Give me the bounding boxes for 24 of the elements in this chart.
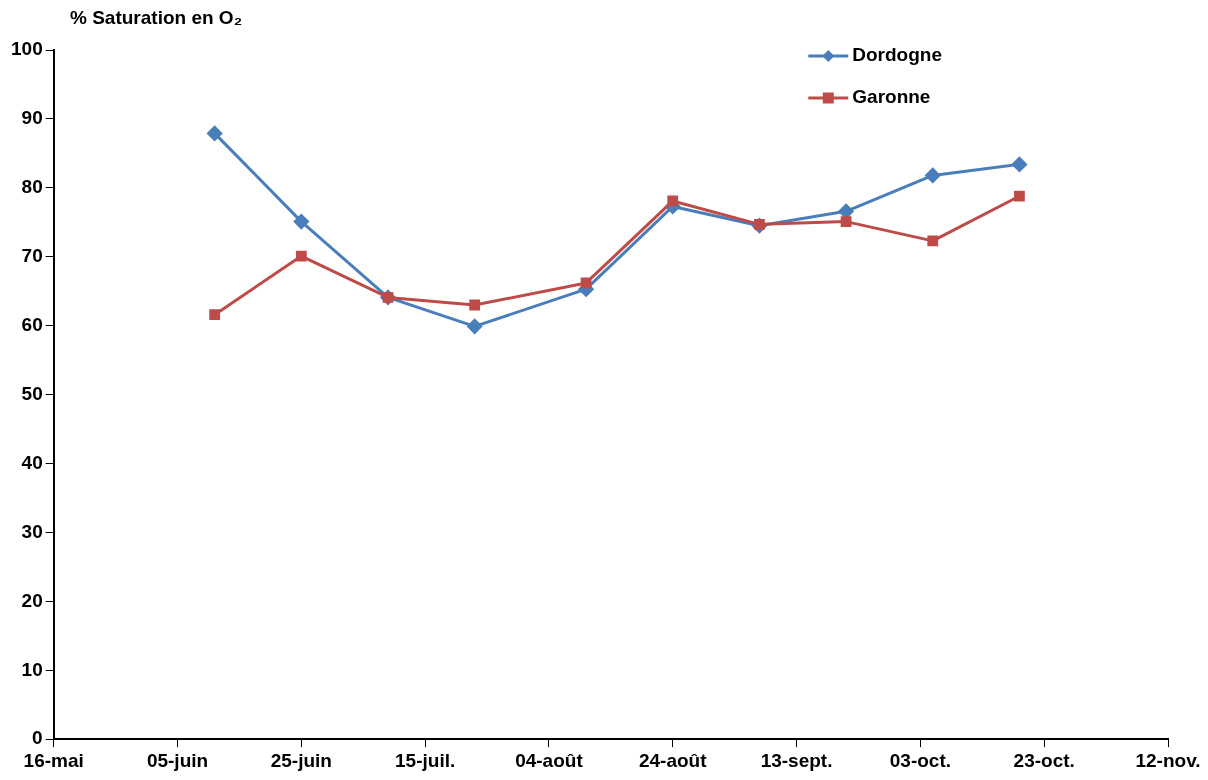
y-tick-label: 100 — [11, 38, 43, 60]
x-tick-label: 12-nov. — [1135, 749, 1201, 771]
x-tick-label: 15-juil. — [395, 749, 456, 771]
y-tick-label: 50 — [21, 382, 43, 404]
y-tick-label: 40 — [21, 451, 43, 473]
y-tick-label: 0 — [32, 727, 43, 749]
x-tick-label: 03-oct. — [889, 749, 951, 771]
y-axis-title: % Saturation en O₂ — [70, 6, 243, 28]
x-tick-label: 24-août — [638, 749, 708, 771]
x-tick-label: 13-sept. — [760, 749, 833, 771]
y-tick-label: 90 — [21, 107, 43, 129]
x-tick-label: 16-mai — [23, 749, 84, 771]
y-tick-label: 10 — [21, 658, 43, 680]
y-tick-label: 80 — [21, 176, 43, 198]
legend-label: Dordogne — [852, 44, 943, 66]
y-tick-label: 60 — [21, 313, 43, 335]
legend-label: Garonne — [852, 86, 931, 108]
y-tick-label: 20 — [21, 589, 43, 611]
x-tick-label: 25-juin — [270, 749, 332, 771]
y-tick-label: 30 — [21, 520, 43, 542]
x-tick-label: 23-oct. — [1013, 749, 1075, 771]
y-tick-label: 70 — [21, 244, 43, 266]
x-tick-label: 05-juin — [146, 749, 209, 771]
x-tick-label: 04-août — [515, 749, 584, 771]
